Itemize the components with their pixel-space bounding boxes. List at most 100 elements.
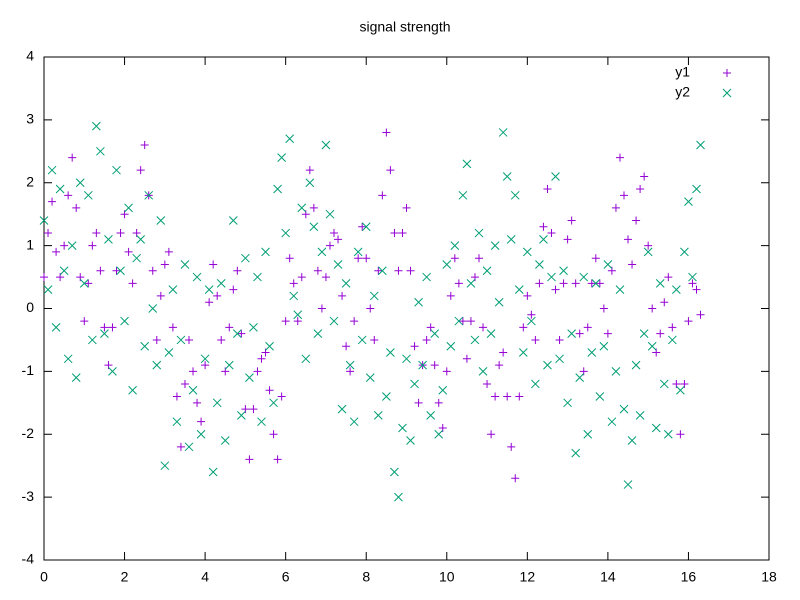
x-tick-label: 10: [439, 569, 455, 585]
point: [120, 316, 129, 326]
point: [418, 360, 427, 370]
point: [406, 436, 415, 445]
point: [269, 430, 278, 439]
point: [402, 203, 411, 212]
point: [220, 436, 230, 445]
point: [204, 285, 214, 294]
point: [261, 247, 270, 257]
point: [696, 310, 705, 319]
point: [446, 291, 455, 300]
point: [688, 279, 697, 288]
point: [402, 354, 411, 364]
point: [269, 398, 278, 408]
point: [643, 247, 653, 257]
x-tick-label: 16: [681, 569, 697, 585]
point: [209, 260, 218, 269]
point: [692, 285, 701, 294]
point: [579, 272, 589, 282]
point: [285, 254, 294, 263]
point: [297, 203, 307, 213]
point: [341, 278, 351, 288]
point: [551, 285, 560, 294]
point: [313, 329, 323, 339]
chart-title: signal strength: [359, 19, 450, 35]
point: [44, 229, 53, 238]
point: [317, 247, 327, 257]
point: [442, 260, 452, 269]
point: [639, 329, 649, 339]
point: [466, 278, 476, 288]
point: [438, 385, 448, 395]
point: [233, 266, 242, 275]
point: [595, 392, 605, 401]
point: [112, 165, 121, 175]
point: [414, 297, 423, 307]
point: [228, 216, 238, 225]
point: [164, 247, 173, 256]
point: [486, 329, 496, 339]
point: [611, 203, 620, 212]
point: [216, 278, 226, 288]
point: [136, 234, 146, 244]
x-tick-label: 12: [520, 569, 536, 585]
point: [559, 279, 568, 288]
point: [180, 379, 189, 388]
point: [108, 367, 117, 376]
point: [277, 153, 286, 162]
point: [454, 279, 463, 288]
point: [358, 222, 367, 231]
point: [200, 354, 210, 364]
point: [506, 234, 516, 244]
point: [648, 304, 657, 313]
point: [434, 429, 444, 439]
point: [543, 360, 552, 370]
point: [317, 304, 326, 313]
point: [148, 304, 158, 313]
point: [40, 273, 48, 282]
point: [168, 323, 177, 332]
point: [60, 241, 69, 250]
point: [503, 392, 512, 401]
point: [668, 323, 677, 332]
point: [156, 216, 166, 225]
point: [382, 128, 391, 137]
point: [152, 335, 161, 344]
point: [655, 278, 665, 288]
point: [124, 203, 133, 213]
point: [116, 229, 125, 238]
point: [333, 260, 343, 269]
point: [224, 360, 234, 370]
point: [547, 229, 556, 238]
point: [507, 442, 516, 451]
point: [450, 241, 460, 250]
point: [172, 392, 181, 401]
point: [547, 272, 556, 282]
point: [346, 367, 355, 376]
point: [213, 291, 222, 300]
point: [47, 165, 57, 175]
point: [394, 266, 403, 275]
point: [599, 341, 609, 351]
point: [192, 272, 202, 282]
point: [72, 203, 81, 212]
point: [515, 392, 524, 401]
point: [184, 442, 194, 452]
point: [382, 392, 391, 401]
point: [64, 191, 73, 200]
y-tick-label: 1: [26, 236, 34, 252]
point: [531, 379, 540, 389]
point: [128, 279, 137, 288]
point: [293, 317, 302, 326]
point: [527, 310, 536, 319]
point: [309, 203, 318, 212]
point: [656, 329, 665, 338]
point: [531, 335, 540, 344]
point: [116, 266, 125, 276]
point: [458, 317, 467, 326]
point: [591, 278, 601, 288]
point: [684, 197, 693, 206]
point: [414, 398, 423, 407]
point: [160, 260, 169, 269]
point: [281, 228, 291, 238]
point: [265, 341, 274, 351]
